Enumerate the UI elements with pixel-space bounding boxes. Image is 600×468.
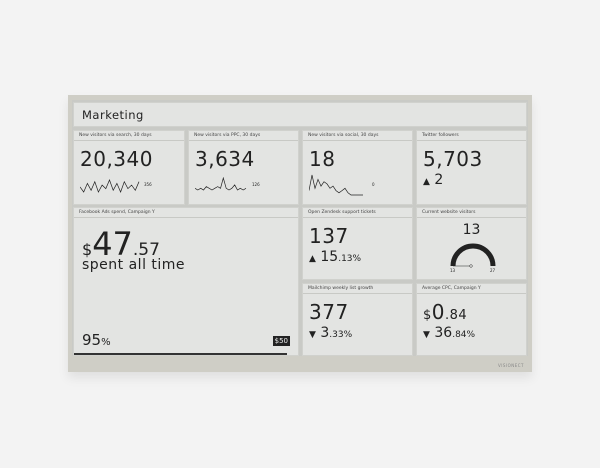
tile-label: Open Zendesk support tickets <box>303 208 412 218</box>
tile-facebook-spend: Facebook Ads spend, Campaign Y $47.57 sp… <box>73 207 299 356</box>
tile-value: 20,340 <box>80 147 153 171</box>
sparkline-line <box>80 179 140 193</box>
tile-value: 137 <box>309 224 349 248</box>
gauge-arc <box>450 243 496 267</box>
tile-search-visitors: New visitors via search, 30 days 20,340 … <box>73 130 185 205</box>
change-value: 2 <box>434 172 444 188</box>
sparkline <box>80 179 140 193</box>
dashboard: Marketing New visitors via search, 30 da… <box>72 100 528 356</box>
brand-footer: VISIONECT <box>497 363 524 368</box>
sparkline-last-value: 126 <box>252 182 260 187</box>
budget-badge: $50 <box>272 336 290 346</box>
tile-value: $0.84 <box>423 300 468 324</box>
tile-label: Mailchimp weekly list growth <box>303 284 412 294</box>
gauge-max: 27 <box>490 268 496 273</box>
tile-social-visitors: New visitors via social, 30 days 18 0 <box>302 130 413 205</box>
display-frame: Marketing New visitors via search, 30 da… <box>68 95 532 372</box>
gauge-value: 13 <box>462 222 481 238</box>
tile-label: Twitter followers <box>417 131 526 141</box>
progress-bar <box>74 353 287 355</box>
sparkline <box>309 174 363 196</box>
tile-mailchimp-growth: Mailchimp weekly list growth 377 ▼ 3.33% <box>302 283 413 356</box>
tile-label: New visitors via social, 30 days <box>303 131 412 141</box>
tile-value: 5,703 <box>423 147 483 171</box>
spend-value: $47.57 <box>82 225 160 263</box>
gauge-min: 13 <box>450 268 456 273</box>
sparkline-line <box>195 177 247 191</box>
progress-percent: 95% <box>82 331 111 349</box>
tile-label: New visitors via PPC, 30 days <box>189 131 298 141</box>
down-arrow-icon: ▼ <box>309 330 316 340</box>
sparkline <box>195 177 247 191</box>
tile-value: 3,634 <box>195 147 255 171</box>
gauge <box>450 243 496 268</box>
sparkline-last-value: 0 <box>372 182 375 187</box>
sparkline-last-value: 356 <box>144 182 152 187</box>
tile-twitter-followers: Twitter followers 5,703 ▲ 2 <box>416 130 527 205</box>
tile-label: Facebook Ads spend, Campaign Y <box>74 208 298 218</box>
tile-label: Current website visitors <box>417 208 526 218</box>
dashboard-title: Marketing <box>73 102 527 127</box>
up-arrow-icon: ▲ <box>309 254 316 264</box>
spend-caption: spent all time <box>82 257 186 273</box>
tile-average-cpc: Average CPC, Campaign Y $0.84 ▼ 36.84% <box>416 283 527 356</box>
tile-current-visitors: Current website visitors 13 13 27 <box>416 207 527 280</box>
sparkline-line <box>309 174 363 196</box>
tile-value: 18 <box>309 147 336 171</box>
tile-value: 377 <box>309 300 349 324</box>
up-arrow-icon: ▲ <box>423 177 430 187</box>
tile-label: Average CPC, Campaign Y <box>417 284 526 294</box>
tile-ppc-visitors: New visitors via PPC, 30 days 3,634 126 <box>188 130 299 205</box>
tile-zendesk-tickets: Open Zendesk support tickets 137 ▲ 15.13… <box>302 207 413 280</box>
down-arrow-icon: ▼ <box>423 330 430 340</box>
tile-label: New visitors via search, 30 days <box>74 131 184 141</box>
